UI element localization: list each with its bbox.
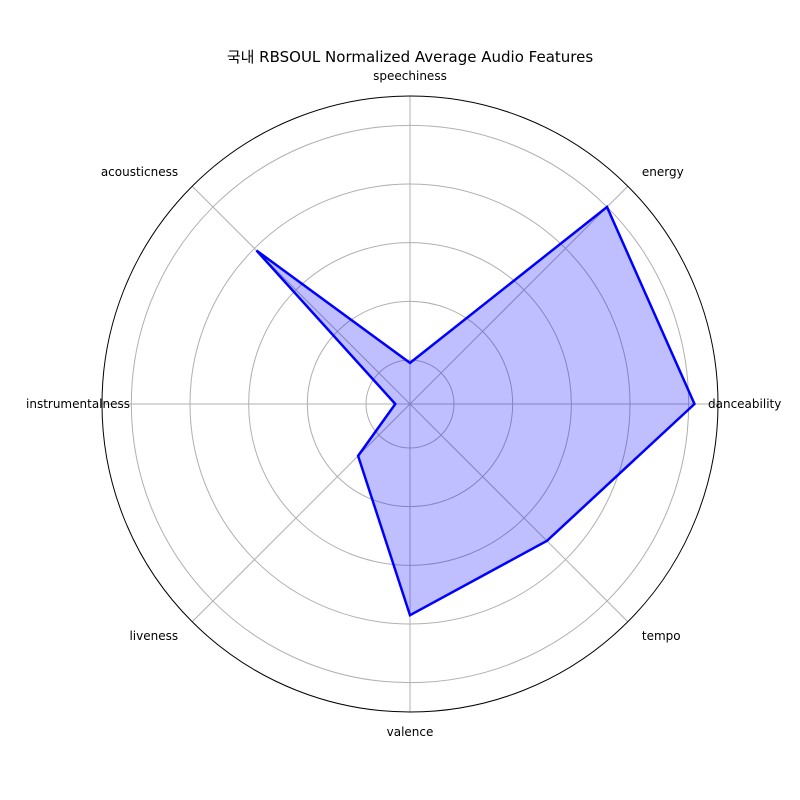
axis-label-instrumentalness: instrumentalness (26, 397, 130, 411)
axis-label-acousticness: acousticness (101, 165, 178, 179)
axis-label-liveness: liveness (129, 629, 178, 643)
axis-label-valence: valence (387, 725, 434, 739)
chart-title: 국내 RBSOUL Normalized Average Audio Featu… (227, 48, 594, 66)
axis-labels: danceability energy speechiness acousticnes… (26, 69, 781, 739)
spoke-liveness (191, 403, 411, 623)
spoke-energy (409, 185, 629, 405)
axis-label-energy: energy (642, 165, 684, 179)
spoke-acousticness (191, 185, 411, 405)
series-area (255, 205, 697, 618)
axis-label-tempo: tempo (642, 629, 681, 643)
axis-label-danceability: danceability (708, 397, 781, 411)
axis-spokes (102, 96, 718, 712)
axis-label-speechiness: speechiness (373, 69, 447, 83)
spoke-tempo (409, 403, 629, 623)
data-series (255, 205, 697, 618)
outer-frame (101, 95, 719, 713)
